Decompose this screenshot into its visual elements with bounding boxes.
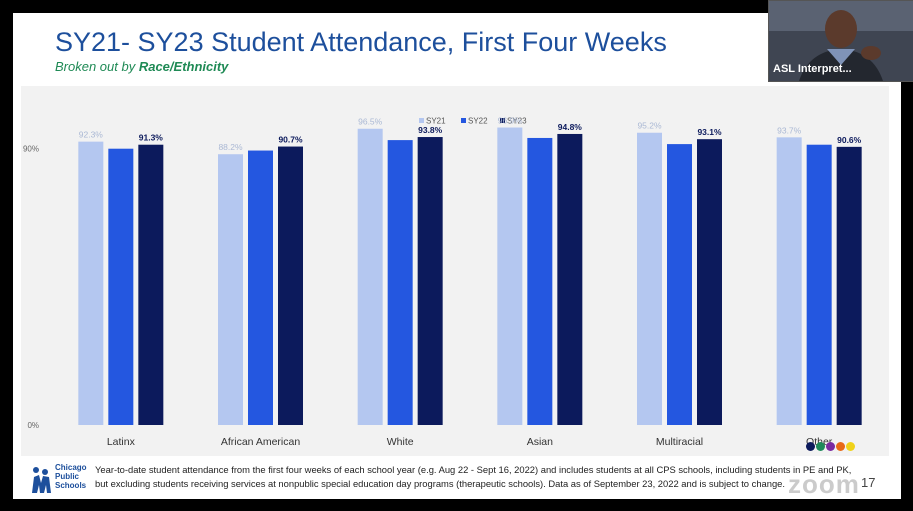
- data-label-sy23: 93.8%: [418, 125, 443, 135]
- asl-interpreter-video[interactable]: ASL Interpret...: [768, 0, 913, 82]
- color-dot: [846, 442, 855, 451]
- legend-swatch-sy23: [500, 118, 505, 123]
- legend-label-sy22: SY22: [468, 117, 488, 126]
- subtitle-emphasis: Race/Ethnicity: [138, 59, 229, 74]
- chart-area: SY21 SY22 SY23 0% 90% 92.3% 91.3% Latinx 88.2% 90…: [21, 86, 889, 456]
- bar-sy21: [357, 128, 383, 425]
- color-dot: [826, 442, 835, 451]
- legend-swatch-sy21: [419, 118, 424, 123]
- attendance-bar-chart: SY21 SY22 SY23 0% 90% 92.3% 91.3% Latinx 88.2% 90…: [23, 116, 862, 448]
- bar-sy21: [637, 132, 662, 425]
- interpreter-video-feed: [769, 1, 913, 81]
- x-category-label: African American: [221, 436, 301, 448]
- slide-title: SY21- SY23 Student Attendance, First Fou…: [55, 27, 667, 57]
- bar-sy21: [218, 154, 243, 425]
- bar-sy21: [78, 141, 104, 425]
- y-tick-label: 90%: [23, 145, 39, 154]
- data-label-sy23: 93.1%: [697, 127, 722, 137]
- footnote: Year-to-date student attendance from the…: [95, 464, 852, 489]
- legend-swatch-sy22: [461, 118, 466, 123]
- zoom-watermark: zoom: [788, 469, 860, 499]
- interpreter-label: ASL Interpret...: [773, 63, 852, 75]
- cps-logo: Chicago Public Schools: [29, 463, 99, 497]
- x-category-label: Latinx: [107, 436, 136, 448]
- bar-sy23: [138, 144, 164, 426]
- slide-footer: Chicago Public Schools Year-to-date stud…: [13, 459, 901, 499]
- cps-logo-icon: [32, 467, 51, 493]
- color-dot: [836, 442, 845, 451]
- y-tick-label: 0%: [27, 421, 39, 430]
- bar-sy22: [667, 144, 692, 425]
- subtitle-prefix: Broken out by: [55, 59, 139, 74]
- bar-sy22: [108, 148, 134, 425]
- slide-subtitle: Broken out by Race/Ethnicity: [55, 59, 228, 74]
- data-label-sy23: 90.7%: [278, 135, 303, 145]
- bar-sy21: [776, 137, 802, 425]
- bar-sy22: [806, 144, 832, 426]
- bar-sy23: [417, 137, 443, 425]
- bar-sy23: [836, 146, 862, 425]
- color-dot: [806, 442, 815, 451]
- legend-label-sy21: SY21: [426, 117, 446, 126]
- color-dots: [806, 438, 856, 456]
- data-label-sy21: 93.7%: [777, 125, 802, 135]
- bar-sy22: [387, 140, 413, 425]
- x-category-label: Multiracial: [656, 436, 703, 448]
- page-number: 17: [861, 475, 876, 490]
- data-label-sy21: 95.2%: [637, 121, 662, 131]
- bar-sy23: [557, 133, 583, 426]
- x-category-label: White: [387, 436, 414, 448]
- data-label-sy23: 90.6%: [837, 135, 862, 145]
- legend-label-sy23: SY23: [507, 117, 527, 126]
- data-label-sy23: 94.8%: [558, 122, 583, 132]
- color-dot: [816, 442, 825, 451]
- data-label-sy21: 96.5%: [358, 117, 383, 127]
- x-category-label: Asian: [527, 436, 553, 448]
- bar-sy23: [278, 146, 303, 425]
- bar-sy22: [527, 137, 553, 425]
- data-label-sy23: 91.3%: [139, 133, 164, 143]
- cps-logo-text: Chicago Public Schools: [55, 463, 87, 490]
- bar-sy22: [248, 150, 273, 425]
- bar-sy23: [697, 139, 722, 426]
- bar-sy21: [497, 127, 523, 425]
- data-label-sy21: 92.3%: [79, 130, 104, 140]
- data-label-sy21: 88.2%: [218, 142, 243, 152]
- data-label-sy21: 96.9%: [498, 116, 523, 126]
- slide: SY21- SY23 Student Attendance, First Fou…: [13, 13, 901, 499]
